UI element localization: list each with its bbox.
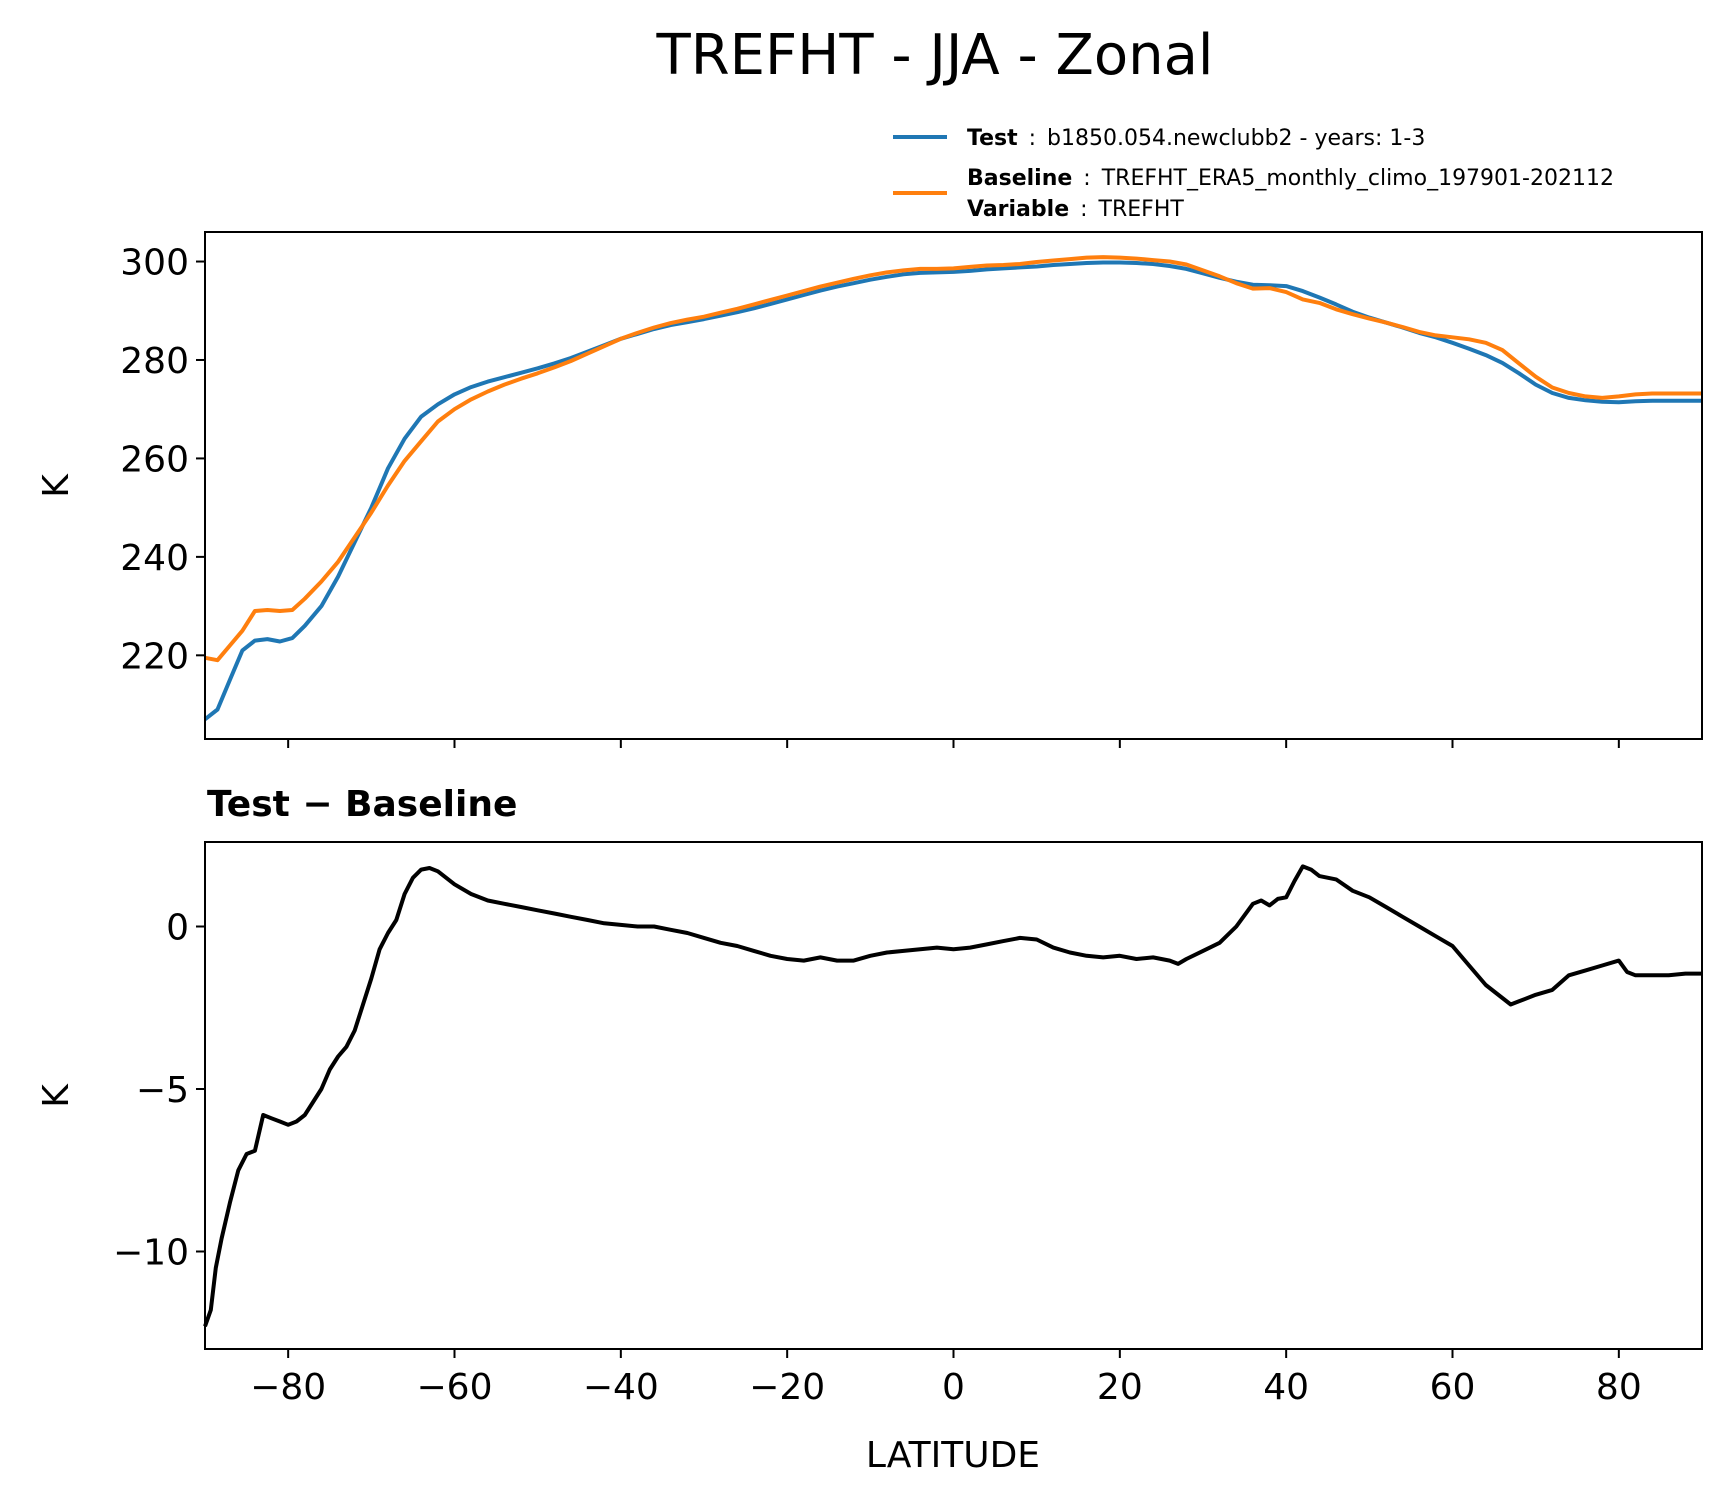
x-tick-label: −20 bbox=[749, 1367, 825, 1408]
series-line-test bbox=[203, 260, 1702, 721]
series-line-test-baseline bbox=[203, 864, 1702, 1327]
legend-baseline-entry: Baseline : TREFHT_ERA5_monthly_climo_197… bbox=[967, 166, 1614, 191]
series-line-baseline bbox=[204, 255, 1702, 663]
legend-test-sep: : bbox=[1029, 126, 1036, 151]
bottom-axes-frame bbox=[204, 841, 1703, 1350]
legend-test-text: b1850.054.newclubb2 - years: 1-3 bbox=[1047, 126, 1425, 151]
legend-variable-sep: : bbox=[1080, 197, 1087, 222]
legend-variable-entry: Variable : TREFHT bbox=[967, 197, 1184, 222]
y-tick-label: 280 bbox=[120, 341, 189, 382]
top-y-axis-label: K bbox=[36, 473, 77, 498]
x-axis-label: LATITUDE bbox=[866, 1435, 1040, 1476]
y-tick-label: 0 bbox=[166, 908, 189, 949]
top-panel: 220 240 260 280 300 K bbox=[36, 231, 1703, 748]
x-tick-label: 60 bbox=[1430, 1367, 1476, 1408]
y-tick-label: 260 bbox=[120, 439, 189, 480]
figure-title: TREFHT - JJA - Zonal bbox=[656, 23, 1214, 88]
x-tick-label: 40 bbox=[1263, 1367, 1309, 1408]
legend-variable-label: Variable bbox=[967, 197, 1069, 222]
x-tick-label: 0 bbox=[942, 1367, 965, 1408]
bottom-axis-ticks: 0 −5 −10 −80 −60 −40 −20 0 20 40 60 80 bbox=[113, 908, 1642, 1409]
x-tick-label: 80 bbox=[1596, 1367, 1642, 1408]
y-tick-label: 300 bbox=[120, 243, 189, 284]
bottom-series-lines bbox=[203, 864, 1702, 1327]
y-tick-label: 240 bbox=[120, 538, 189, 579]
bottom-panel: Test − Baseline 0 −5 −10 −80 −60 −40 −20 0 20 40 6… bbox=[36, 784, 1703, 1476]
bottom-y-axis-label: K bbox=[36, 1083, 77, 1108]
y-tick-label: −10 bbox=[113, 1233, 189, 1274]
legend-baseline-text: TREFHT_ERA5_monthly_climo_197901-202112 bbox=[1101, 166, 1614, 191]
legend-test-label: Test bbox=[967, 126, 1018, 151]
legend: Test : b1850.054.newclubb2 - years: 1-3 … bbox=[893, 126, 1614, 222]
x-tick-label: 20 bbox=[1097, 1367, 1143, 1408]
top-axes-frame bbox=[204, 231, 1703, 740]
x-tick-label: −60 bbox=[417, 1367, 493, 1408]
x-tick-label: −80 bbox=[250, 1367, 326, 1408]
y-tick-label: 220 bbox=[120, 636, 189, 677]
legend-baseline-label: Baseline bbox=[967, 166, 1072, 191]
bottom-panel-title: Test − Baseline bbox=[207, 784, 517, 825]
legend-variable-text: TREFHT bbox=[1098, 197, 1185, 222]
y-tick-label: −5 bbox=[136, 1070, 189, 1111]
x-tick-label: −40 bbox=[583, 1367, 659, 1408]
legend-test-entry: Test : b1850.054.newclubb2 - years: 1-3 bbox=[967, 126, 1425, 151]
legend-baseline-sep: : bbox=[1083, 166, 1090, 191]
top-axis-ticks: 220 240 260 280 300 bbox=[120, 243, 1620, 748]
top-series-lines bbox=[203, 255, 1702, 721]
